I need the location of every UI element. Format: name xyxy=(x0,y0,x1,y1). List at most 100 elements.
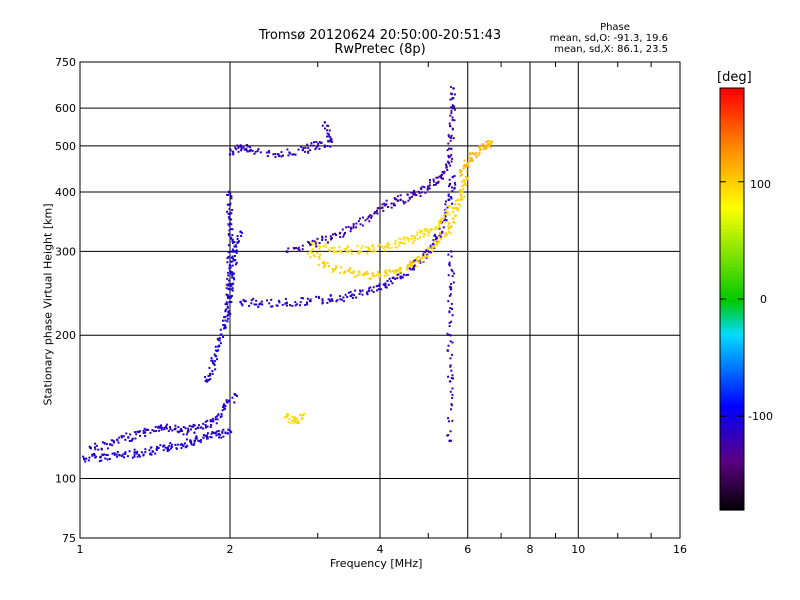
data-point xyxy=(150,446,153,449)
data-point xyxy=(294,301,297,304)
data-point xyxy=(309,144,312,147)
data-point xyxy=(163,426,166,429)
colorbar-segment xyxy=(720,221,744,226)
data-point xyxy=(415,265,418,268)
colorbar-segment xyxy=(720,432,744,437)
data-point xyxy=(286,304,289,307)
data-point xyxy=(475,152,478,155)
data-point xyxy=(425,256,428,259)
data-point xyxy=(436,228,439,231)
data-point xyxy=(445,209,448,212)
data-point xyxy=(206,419,209,422)
data-point xyxy=(136,430,139,433)
colorbar-segment xyxy=(720,270,744,275)
data-point xyxy=(229,312,232,315)
data-point xyxy=(316,144,320,148)
data-point xyxy=(462,188,465,191)
colorbar-segment xyxy=(720,439,744,444)
data-point xyxy=(297,148,300,151)
data-point xyxy=(177,426,180,429)
data-point xyxy=(451,341,454,344)
data-point xyxy=(392,277,395,280)
data-point xyxy=(138,430,141,433)
data-point xyxy=(344,293,347,296)
data-point xyxy=(213,360,216,363)
data-point xyxy=(426,255,429,258)
data-point xyxy=(448,178,451,181)
data-point xyxy=(448,222,451,225)
y-tick-label: 300 xyxy=(55,245,76,258)
data-point xyxy=(443,221,446,224)
data-point xyxy=(93,446,96,449)
data-point xyxy=(450,147,453,150)
data-point xyxy=(318,147,321,150)
colorbar-segment xyxy=(720,443,744,448)
data-point xyxy=(352,223,355,226)
data-point xyxy=(450,439,453,442)
data-point xyxy=(259,151,262,154)
data-point xyxy=(301,148,305,152)
data-point xyxy=(327,298,330,301)
data-point xyxy=(439,235,442,238)
data-point xyxy=(226,305,229,308)
colorbar-segment xyxy=(720,415,744,420)
phase-heading: Phase xyxy=(600,22,630,33)
data-point xyxy=(211,370,214,373)
data-point xyxy=(188,424,191,427)
data-point xyxy=(448,231,451,234)
data-point xyxy=(426,230,430,234)
data-point xyxy=(233,272,236,275)
phase-stats-o: mean, sd,O: -91.3, 19.6 xyxy=(549,33,668,44)
data-point xyxy=(306,143,309,146)
data-point xyxy=(417,258,420,261)
data-point xyxy=(460,170,463,173)
data-point xyxy=(245,144,248,147)
data-point xyxy=(186,431,189,434)
data-point xyxy=(388,277,391,280)
data-point xyxy=(405,274,408,277)
colorbar-segment xyxy=(720,91,744,96)
data-point xyxy=(323,261,326,264)
data-point xyxy=(394,246,397,249)
data-point xyxy=(214,345,217,348)
data-point xyxy=(142,429,145,432)
data-point xyxy=(328,140,331,143)
data-point xyxy=(258,302,262,305)
data-point xyxy=(452,137,455,140)
data-point xyxy=(453,181,456,184)
data-point xyxy=(230,195,233,198)
data-point xyxy=(414,259,417,262)
data-point xyxy=(97,448,100,451)
data-point xyxy=(370,277,373,280)
data-point xyxy=(232,257,235,260)
data-point xyxy=(424,191,427,194)
data-point xyxy=(384,245,387,248)
data-point xyxy=(249,148,252,152)
data-point xyxy=(131,456,134,459)
data-point xyxy=(448,325,451,328)
data-point xyxy=(400,238,403,241)
colorbar-segment xyxy=(720,182,744,188)
data-point xyxy=(331,270,334,273)
data-point xyxy=(455,214,458,217)
data-point xyxy=(465,164,468,167)
data-point xyxy=(234,146,237,149)
data-point xyxy=(463,195,466,198)
data-point xyxy=(423,233,426,236)
data-point xyxy=(452,87,455,90)
data-point xyxy=(443,218,447,221)
data-point xyxy=(104,457,107,460)
data-point xyxy=(300,297,303,300)
data-point xyxy=(459,198,462,201)
data-point xyxy=(245,148,248,151)
data-point xyxy=(159,426,162,429)
data-point xyxy=(411,191,414,194)
data-point xyxy=(444,215,447,218)
data-point xyxy=(351,293,354,296)
data-point xyxy=(367,215,371,218)
data-point xyxy=(330,140,334,144)
data-point xyxy=(166,423,169,426)
chart-title: Tromsø 20120624 20:50:00-20:51:43 xyxy=(258,28,502,43)
data-point xyxy=(354,275,357,278)
